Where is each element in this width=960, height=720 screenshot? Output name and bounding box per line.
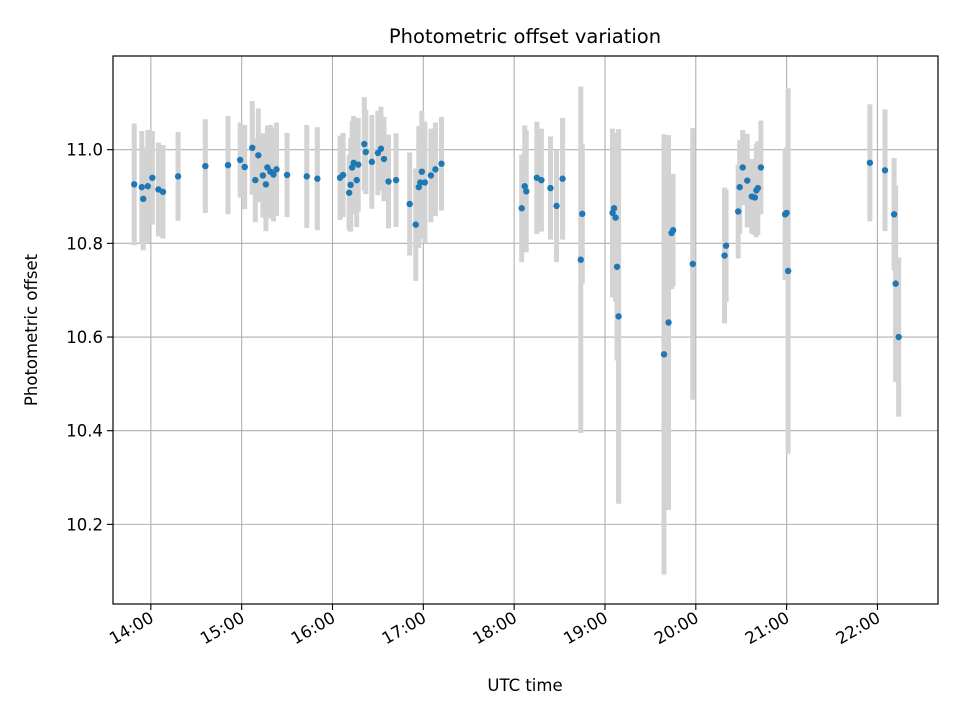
data-point bbox=[421, 179, 429, 186]
y-tick-label: 10.8 bbox=[66, 234, 103, 253]
y-tick-label: 10.2 bbox=[66, 515, 103, 534]
data-point bbox=[417, 179, 424, 186]
data-point bbox=[866, 159, 874, 166]
data-point bbox=[314, 175, 321, 182]
data-points bbox=[130, 140, 902, 358]
data-point bbox=[432, 166, 439, 173]
data-point bbox=[751, 194, 759, 201]
y-tick-label: 10.4 bbox=[66, 422, 103, 441]
data-point bbox=[757, 164, 765, 171]
data-point bbox=[273, 166, 280, 173]
data-point bbox=[241, 163, 248, 171]
data-point bbox=[559, 175, 566, 182]
data-point bbox=[895, 333, 902, 341]
y-axis: 10.2 10.4 10.6 10.8 11.0 bbox=[66, 141, 113, 534]
x-axis-title: UTC time bbox=[487, 676, 562, 695]
data-point bbox=[345, 189, 353, 196]
y-tick-label: 11.0 bbox=[66, 141, 103, 160]
data-point bbox=[890, 211, 898, 218]
data-point bbox=[355, 161, 362, 168]
data-point bbox=[368, 158, 376, 166]
data-point bbox=[521, 183, 528, 190]
data-point bbox=[615, 313, 622, 320]
data-point bbox=[610, 205, 618, 212]
data-point bbox=[579, 210, 586, 218]
data-point bbox=[380, 155, 388, 163]
data-point bbox=[283, 171, 291, 179]
data-point bbox=[438, 160, 445, 167]
y-tick-label: 10.6 bbox=[66, 328, 103, 347]
data-point bbox=[159, 188, 167, 196]
data-point bbox=[660, 351, 668, 358]
data-point bbox=[418, 168, 426, 175]
data-point bbox=[612, 214, 619, 221]
data-point bbox=[140, 195, 147, 203]
data-point bbox=[249, 144, 256, 152]
data-point bbox=[259, 172, 267, 179]
data-point bbox=[689, 260, 696, 268]
data-point bbox=[252, 176, 259, 184]
data-point bbox=[255, 152, 262, 159]
data-point bbox=[881, 167, 889, 174]
data-point bbox=[784, 267, 792, 275]
data-point bbox=[427, 172, 435, 179]
data-point bbox=[138, 183, 145, 191]
data-point bbox=[547, 184, 554, 192]
y-axis-title: Photometric offset bbox=[22, 253, 41, 406]
data-point bbox=[339, 171, 347, 179]
data-point bbox=[262, 181, 270, 188]
data-point bbox=[669, 227, 677, 234]
data-point bbox=[721, 252, 728, 259]
data-point bbox=[362, 148, 369, 156]
data-point bbox=[385, 178, 392, 185]
data-point bbox=[734, 208, 742, 215]
data-point bbox=[130, 181, 138, 188]
data-point bbox=[538, 176, 545, 184]
data-point bbox=[553, 202, 560, 210]
data-point bbox=[744, 177, 751, 184]
data-point bbox=[613, 263, 621, 270]
data-point bbox=[149, 174, 156, 181]
data-point bbox=[736, 183, 743, 191]
data-point bbox=[202, 162, 209, 170]
data-point bbox=[412, 221, 419, 228]
data-point bbox=[392, 176, 400, 184]
data-point bbox=[303, 173, 310, 180]
data-point bbox=[377, 145, 385, 152]
data-point bbox=[144, 183, 152, 190]
data-point bbox=[347, 181, 354, 189]
data-point bbox=[224, 161, 232, 169]
data-point bbox=[236, 156, 244, 164]
data-point bbox=[523, 188, 530, 195]
data-point bbox=[361, 140, 368, 148]
data-point bbox=[406, 200, 413, 208]
data-point bbox=[739, 164, 746, 171]
data-point bbox=[353, 176, 360, 184]
chart-title: Photometric offset variation bbox=[389, 25, 661, 48]
data-point bbox=[892, 280, 899, 287]
data-point bbox=[722, 242, 730, 249]
data-point bbox=[754, 184, 762, 192]
data-point bbox=[665, 319, 672, 326]
data-point bbox=[270, 171, 277, 178]
data-point bbox=[577, 256, 584, 263]
data-point bbox=[783, 209, 790, 217]
plot-frame bbox=[112, 55, 939, 605]
data-point bbox=[518, 205, 525, 212]
data-point bbox=[174, 173, 182, 180]
